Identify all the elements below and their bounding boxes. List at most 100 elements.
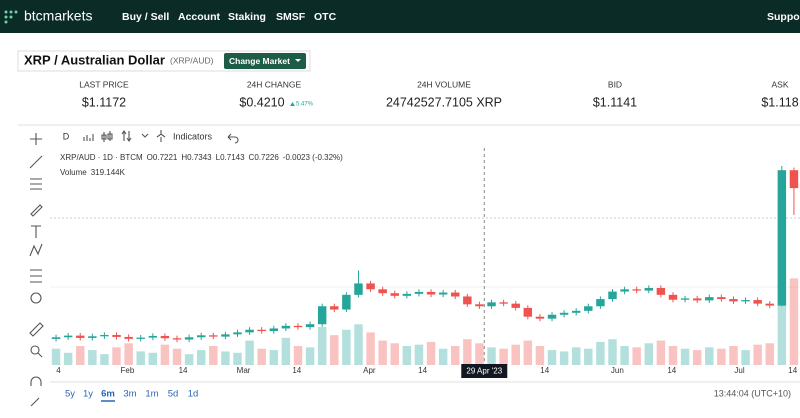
range-button[interactable]: 5d bbox=[168, 389, 179, 400]
interval[interactable]: D bbox=[63, 131, 70, 141]
range-button[interactable]: 3m bbox=[123, 389, 136, 400]
candle-body bbox=[692, 298, 702, 301]
candle-body bbox=[547, 314, 557, 319]
volume-bar bbox=[559, 351, 569, 365]
range-button[interactable]: 5y bbox=[65, 389, 75, 400]
candle-body bbox=[209, 335, 218, 337]
volume-bar bbox=[499, 348, 508, 365]
volume-bar bbox=[402, 346, 412, 365]
volume-bar bbox=[487, 347, 496, 365]
volume-bar bbox=[378, 340, 387, 365]
volume-bar bbox=[535, 346, 545, 365]
drawing-tools bbox=[29, 133, 44, 407]
volume-bar bbox=[245, 340, 254, 365]
toolbar-icons bbox=[83, 130, 239, 144]
nav-link[interactable]: Account bbox=[178, 11, 221, 23]
market-title: XRP / Australian Dollar bbox=[24, 52, 165, 67]
volume-bar bbox=[789, 278, 799, 365]
volume-bar bbox=[741, 350, 750, 365]
candle-body bbox=[317, 306, 327, 325]
volume-bar bbox=[511, 344, 520, 365]
volume-bar bbox=[753, 344, 762, 365]
candle-body bbox=[51, 337, 61, 339]
range-button[interactable]: 1d bbox=[188, 389, 199, 400]
candle-body bbox=[100, 334, 109, 337]
nav-link[interactable]: Staking bbox=[228, 11, 266, 23]
legend-low: L0.7143 bbox=[216, 153, 245, 162]
stat-label: BID bbox=[608, 79, 622, 89]
candle-body bbox=[172, 338, 182, 340]
legend-volume-label: Volume bbox=[60, 168, 87, 177]
range-button[interactable]: 1y bbox=[83, 389, 93, 400]
stat-label: LAST PRICE bbox=[79, 79, 129, 89]
candle-body bbox=[499, 302, 508, 304]
stat-badge: 5.47% bbox=[296, 102, 314, 108]
legend-change: -0.0023 (-0.32%) bbox=[283, 153, 343, 162]
range-buttons: 5y 1y 6m 3m 1m 5d 1d bbox=[65, 389, 199, 402]
candle-body bbox=[330, 306, 339, 310]
volume-bar bbox=[281, 337, 291, 365]
stat-value: $1.118 bbox=[761, 95, 798, 109]
volume-bar bbox=[136, 351, 145, 365]
candle-body bbox=[160, 335, 170, 339]
candle-body bbox=[438, 292, 448, 295]
volume-bar bbox=[451, 346, 460, 365]
volume-bar bbox=[172, 348, 182, 365]
volume-bar bbox=[717, 348, 726, 365]
candle-body bbox=[354, 283, 363, 295]
volume-bar bbox=[547, 350, 557, 365]
up-arrow bbox=[290, 102, 295, 106]
candle-body bbox=[124, 336, 133, 339]
candle-body bbox=[366, 283, 375, 290]
candle-body bbox=[571, 310, 581, 313]
indicators-button[interactable]: Indicators bbox=[173, 131, 213, 141]
stat-value: $1.1172 bbox=[82, 95, 126, 109]
candle-body bbox=[584, 306, 593, 311]
volume-bar bbox=[414, 344, 424, 365]
volume-bar bbox=[148, 352, 158, 365]
candle-body bbox=[414, 291, 424, 294]
volume-bar bbox=[608, 339, 617, 365]
range-button[interactable]: 1m bbox=[145, 389, 158, 400]
volume-bar bbox=[668, 346, 678, 365]
candle-body bbox=[523, 307, 533, 317]
candle-body bbox=[596, 299, 605, 307]
volume-bar bbox=[342, 329, 351, 365]
stat-label: 24H VOLUME bbox=[417, 79, 471, 89]
dropdown-caret bbox=[295, 59, 301, 62]
chart: 29 Apr '23 4 Feb 14 Mar 14 Apr 14 14 Jun 14 Jul 14 XR… bbox=[50, 148, 800, 378]
legend-close: C0.7226 bbox=[249, 153, 280, 162]
nav-bar bbox=[0, 0, 800, 33]
volume-bar bbox=[366, 332, 375, 365]
stat-value: $1.1141 bbox=[593, 95, 637, 109]
range-button[interactable]: 6m bbox=[101, 389, 115, 400]
candle-body bbox=[765, 303, 774, 306]
legend-open: O0.7221 bbox=[147, 153, 178, 162]
volume-bar bbox=[257, 348, 266, 365]
change-market-button[interactable] bbox=[224, 53, 306, 69]
logo-icon bbox=[4, 10, 18, 24]
legend-volume-value: 319.144K bbox=[91, 168, 126, 177]
volume-bar bbox=[656, 340, 666, 365]
nav-link[interactable]: OTC bbox=[314, 11, 337, 23]
volume-bar bbox=[196, 350, 206, 365]
volume-bar bbox=[390, 343, 399, 365]
logo[interactable]: btcmarkets bbox=[24, 8, 92, 24]
nav-link[interactable]: Buy / Sell bbox=[122, 11, 169, 23]
x-tick-label: Mar bbox=[237, 366, 251, 375]
nav-link[interactable]: SMSF bbox=[276, 11, 306, 23]
candle-body bbox=[196, 335, 206, 338]
nav-link[interactable]: Suppor bbox=[767, 11, 800, 23]
candle-body bbox=[136, 337, 145, 339]
stat-label: 24H CHANGE bbox=[247, 79, 302, 89]
volume-bar bbox=[51, 348, 61, 365]
candle-body bbox=[269, 328, 279, 332]
volume-bar bbox=[100, 354, 109, 365]
volume-bar bbox=[463, 339, 472, 365]
volume-bar bbox=[354, 324, 363, 365]
candle-body bbox=[184, 337, 194, 340]
change-market-label[interactable]: Change Market bbox=[229, 56, 290, 66]
candle-body bbox=[475, 304, 484, 307]
stat-value: 24742527.7105 XRP bbox=[386, 95, 502, 109]
